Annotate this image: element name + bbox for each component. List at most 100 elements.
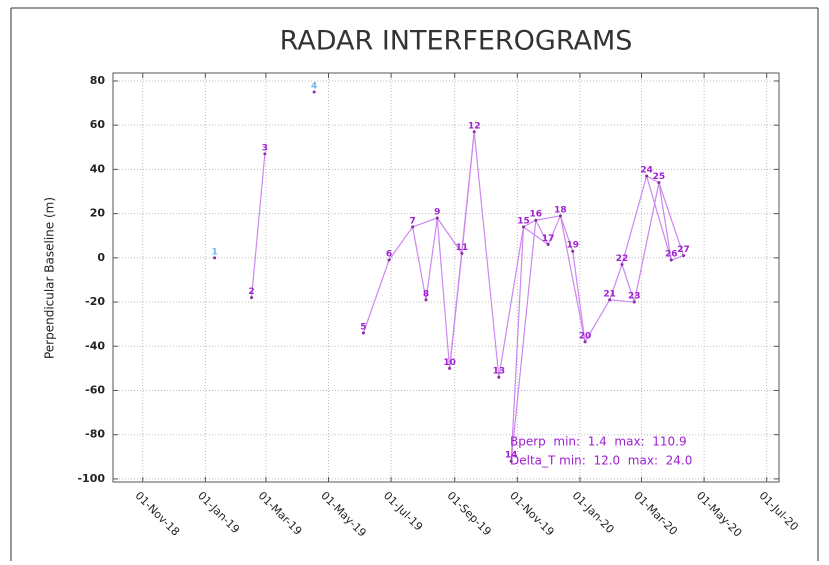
y-axis-label: Perpendicular Baseline (m): [43, 197, 57, 359]
y-tick-label: 0: [97, 251, 105, 264]
point-label: 12: [468, 121, 481, 131]
point: [263, 152, 267, 156]
point-label: 27: [677, 245, 690, 255]
interferogram-link: [621, 264, 635, 303]
interferogram-link: [559, 215, 586, 342]
interferogram-link: [461, 131, 475, 254]
point-label: 14: [505, 451, 518, 461]
point: [534, 218, 538, 222]
interferogram-link: [671, 255, 684, 261]
point: [312, 90, 316, 94]
point: [411, 225, 415, 229]
point-label: 6: [386, 250, 392, 260]
point: [571, 249, 575, 253]
point-label: 3: [262, 143, 268, 153]
point: [424, 298, 428, 302]
point-label: 26: [665, 250, 678, 260]
plot-area: [112, 72, 780, 483]
point-label: 9: [434, 208, 440, 218]
point-label: 22: [616, 254, 629, 264]
interferogram-link: [510, 220, 537, 462]
x-tick-label: 01-Jan-19: [195, 489, 242, 536]
point-label: 20: [579, 331, 592, 341]
interferogram-link: [436, 217, 463, 254]
y-tick-label: 40: [90, 162, 106, 175]
point-label: 10: [443, 358, 456, 368]
x-tick-label: 01-Nov-19: [507, 489, 557, 539]
y-tick-label: -40: [85, 339, 105, 352]
point-label: 21: [603, 289, 616, 299]
point: [213, 256, 217, 260]
x-tick-label: 01-May-20: [694, 489, 745, 540]
x-tick-label: 01-Jul-20: [756, 489, 800, 533]
interferogram-link: [609, 264, 623, 301]
point: [361, 331, 365, 335]
y-tick-label: -80: [85, 428, 105, 441]
x-tick-label: 01-Mar-19: [256, 489, 305, 538]
point-label: 4: [311, 82, 317, 92]
point: [435, 216, 439, 220]
point-label: 15: [517, 216, 530, 226]
interferogram-link: [498, 226, 525, 378]
point-label: 17: [542, 234, 555, 244]
interferogram-link: [412, 217, 438, 228]
point: [250, 296, 254, 300]
point-label: 1: [211, 247, 217, 257]
x-tick-label: 01-May-19: [318, 489, 369, 540]
interferogram-link: [658, 182, 672, 261]
interferogram-link: [436, 217, 451, 369]
point: [682, 254, 686, 258]
interferogram-link: [609, 299, 635, 303]
interferogram-link: [621, 175, 648, 265]
interferogram-link: [362, 259, 390, 334]
point: [608, 298, 612, 302]
point-label: 19: [566, 241, 579, 251]
interferogram-link: [250, 153, 266, 298]
x-tick-label: 01-Jan-20: [570, 489, 617, 536]
interferogram-link: [523, 219, 537, 228]
interferogram-link: [535, 219, 549, 245]
x-tick-label: 01-Jul-19: [381, 489, 425, 533]
point: [632, 300, 636, 304]
point-label: 25: [653, 172, 666, 182]
point: [583, 340, 587, 344]
interferogram-link: [535, 215, 561, 221]
interferogram-link: [523, 226, 549, 246]
point-label: 5: [360, 322, 366, 332]
point: [620, 262, 624, 266]
point-label: 23: [628, 292, 641, 302]
point: [472, 130, 476, 134]
point: [509, 459, 513, 463]
point-label: 8: [423, 289, 429, 299]
point: [669, 258, 673, 262]
interferogram-link: [584, 299, 611, 343]
point-label: 13: [493, 367, 506, 377]
interferogram-link: [510, 226, 525, 462]
interferogram-link: [425, 217, 438, 300]
x-tick-label: 01-Sep-19: [444, 489, 493, 538]
interferogram-link: [547, 215, 561, 245]
point: [558, 214, 562, 218]
point: [657, 181, 661, 185]
interferogram-link: [633, 182, 660, 303]
x-tick-label: 01-Mar-20: [631, 489, 680, 538]
y-tick-label: 80: [90, 74, 106, 87]
point-label: 11: [456, 243, 469, 253]
point: [497, 375, 501, 379]
y-tick-label: -100: [77, 472, 105, 485]
interferogram-link: [572, 251, 586, 342]
annotation: Delta_T min: 12.0 max: 24.0: [510, 454, 692, 468]
interferogram-link: [388, 226, 414, 261]
annotation: Bperp min: 1.4 max: 110.9: [510, 435, 687, 449]
point: [521, 225, 525, 229]
point-label: 2: [248, 287, 254, 297]
point-label: 24: [640, 166, 653, 176]
interferogram-link: [412, 226, 427, 300]
interferogram-link: [646, 175, 660, 184]
point: [546, 243, 550, 247]
interferogram-link: [646, 175, 672, 261]
point: [645, 174, 649, 178]
point-label: 16: [530, 210, 543, 220]
y-tick-label: 20: [90, 207, 106, 220]
point-label: 7: [410, 216, 416, 226]
